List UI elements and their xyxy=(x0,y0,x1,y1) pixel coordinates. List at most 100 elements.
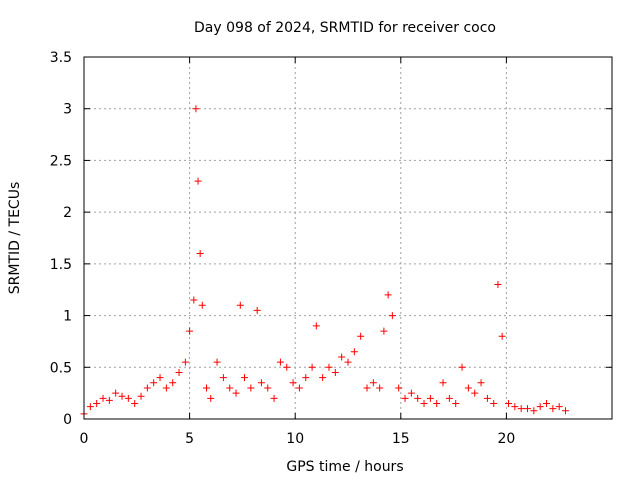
y-tick-label: 2.5 xyxy=(50,153,72,169)
data-point xyxy=(137,392,145,400)
data-point xyxy=(458,363,466,371)
data-point xyxy=(190,296,198,304)
data-point xyxy=(549,405,557,413)
data-point xyxy=(494,281,502,289)
data-point xyxy=(207,394,215,402)
data-point xyxy=(369,379,377,387)
data-point xyxy=(264,384,272,392)
grid xyxy=(84,57,612,419)
y-tick-label: 3 xyxy=(63,102,72,118)
data-point xyxy=(219,374,227,382)
data-point xyxy=(511,403,519,411)
data-point xyxy=(202,384,210,392)
data-point xyxy=(407,389,415,397)
data-point xyxy=(276,358,284,366)
data-point xyxy=(319,374,327,382)
data-point xyxy=(283,363,291,371)
y-tick-label: 1.5 xyxy=(50,257,72,273)
data-point xyxy=(150,379,158,387)
x-tick-label: 10 xyxy=(286,431,304,447)
data-point xyxy=(131,399,139,407)
data-point xyxy=(196,250,204,258)
data-point xyxy=(363,384,371,392)
data-point xyxy=(270,394,278,402)
data-point xyxy=(401,394,409,402)
data-point xyxy=(414,394,422,402)
data-point xyxy=(302,374,310,382)
data-point xyxy=(350,348,358,356)
data-point xyxy=(192,105,200,113)
data-point xyxy=(388,312,396,320)
data-point xyxy=(112,389,120,397)
data-point xyxy=(543,399,551,407)
data-point xyxy=(420,399,428,407)
y-tick-label: 3.5 xyxy=(50,50,72,66)
x-tick-label: 0 xyxy=(80,431,89,447)
axes: 0 0.5 1 1.5 2 2.5 3 3.5 0 5 10 15 20 xyxy=(50,50,613,447)
data-points xyxy=(80,105,570,418)
data-point xyxy=(198,301,206,309)
data-point xyxy=(445,394,453,402)
data-point xyxy=(471,389,479,397)
data-point xyxy=(325,363,333,371)
data-point xyxy=(181,358,189,366)
data-point xyxy=(505,399,513,407)
data-point xyxy=(490,399,498,407)
data-point xyxy=(483,394,491,402)
data-point xyxy=(143,384,151,392)
data-point xyxy=(555,403,563,411)
data-point xyxy=(530,407,538,415)
y-tick-label: 0 xyxy=(63,412,72,428)
data-point xyxy=(498,332,506,340)
y-tick-label: 1 xyxy=(63,309,72,325)
data-point xyxy=(289,379,297,387)
data-point xyxy=(253,306,261,314)
data-point xyxy=(477,379,485,387)
data-point xyxy=(105,396,113,404)
x-tick-label: 15 xyxy=(392,431,410,447)
data-point xyxy=(236,301,244,309)
data-point xyxy=(308,363,316,371)
data-point xyxy=(452,399,460,407)
data-point xyxy=(376,384,384,392)
data-point xyxy=(247,384,255,392)
x-axis-label: GPS time / hours xyxy=(286,459,403,475)
data-point xyxy=(562,407,570,415)
data-point xyxy=(433,399,441,407)
x-tick-label: 20 xyxy=(497,431,515,447)
data-point xyxy=(536,403,544,411)
data-point xyxy=(175,368,183,376)
data-point xyxy=(380,327,388,335)
x-tick-label: 5 xyxy=(185,431,194,447)
data-point xyxy=(232,389,240,397)
data-point xyxy=(186,327,194,335)
data-point xyxy=(517,405,525,413)
y-tick-label: 0.5 xyxy=(50,360,72,376)
data-point xyxy=(338,353,346,361)
y-axis-label: SRMTID / TECUs xyxy=(7,182,23,295)
data-point xyxy=(426,394,434,402)
data-point xyxy=(194,177,202,185)
data-point xyxy=(295,384,303,392)
data-point xyxy=(464,384,472,392)
data-point xyxy=(357,332,365,340)
data-point xyxy=(395,384,403,392)
data-point xyxy=(257,379,265,387)
data-point xyxy=(93,399,101,407)
data-point xyxy=(439,379,447,387)
data-point xyxy=(312,322,320,330)
data-point xyxy=(156,374,164,382)
data-point xyxy=(213,358,221,366)
data-point xyxy=(162,384,170,392)
series-srmtid xyxy=(80,105,570,418)
data-point xyxy=(524,405,532,413)
data-point xyxy=(99,394,107,402)
data-point xyxy=(118,392,126,400)
data-point xyxy=(169,379,177,387)
data-point xyxy=(384,291,392,299)
y-tick-label: 2 xyxy=(63,205,72,221)
data-point xyxy=(331,368,339,376)
data-point xyxy=(86,403,94,411)
chart-title: Day 098 of 2024, SRMTID for receiver coc… xyxy=(194,20,496,36)
